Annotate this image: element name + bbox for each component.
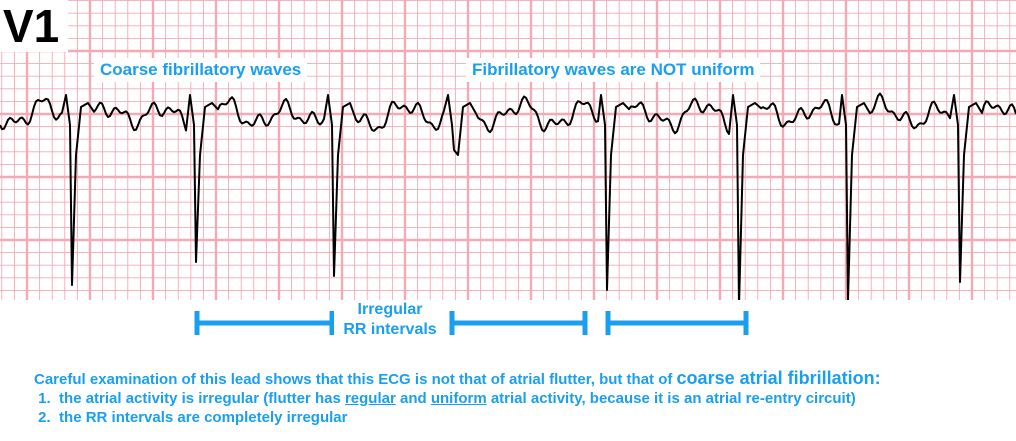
coarse-waves-annotation: Coarse fibrillatory waves [94, 58, 308, 82]
notes-item-1-text-b: and [395, 390, 431, 407]
explanation-notes: Careful examination of this lead shows t… [34, 369, 1009, 427]
rr-interval-brackets [194, 311, 749, 335]
not-uniform-annotation: Fibrillatory waves are NOT uniform [466, 58, 761, 82]
notes-item-1: 1. the atrial activity is irregular (flu… [34, 389, 1009, 408]
notes-list: 1. the atrial activity is irregular (flu… [34, 389, 1009, 427]
notes-item-2: 2. the RR intervals are completely irreg… [34, 408, 1009, 427]
notes-item-2-text: the RR intervals are completely irregula… [59, 409, 348, 426]
rr-bracket-3 [605, 311, 749, 335]
rr-label-line2: RR intervals [343, 321, 437, 338]
notes-item-1-text-c: atrial activity, because it is an atrial… [486, 390, 856, 407]
rr-bracket-1 [194, 311, 335, 335]
ecg-strip [0, 0, 1016, 307]
notes-item-1-regular: regular [344, 390, 396, 407]
lead-label: V1 [0, 0, 68, 52]
rr-bracket-2 [449, 311, 588, 335]
notes-intro-emphasis: coarse atrial fibrillation: [676, 368, 881, 388]
notes-item-1-text-a: the atrial activity is irregular (flutte… [59, 390, 345, 407]
rr-intervals-label: Irregular RR intervals [334, 300, 446, 340]
ecg-trace [0, 92, 1016, 307]
ecg-grid [0, 0, 1016, 300]
notes-item-1-number: 1. [38, 390, 51, 407]
notes-item-2-number: 2. [38, 409, 51, 426]
notes-intro-text: Careful examination of this lead shows t… [34, 371, 677, 388]
notes-intro: Careful examination of this lead shows t… [34, 369, 1009, 389]
notes-item-1-uniform: uniform [430, 390, 487, 407]
ecg-tracing [0, 0, 1016, 307]
rr-label-line1: Irregular [357, 301, 423, 318]
